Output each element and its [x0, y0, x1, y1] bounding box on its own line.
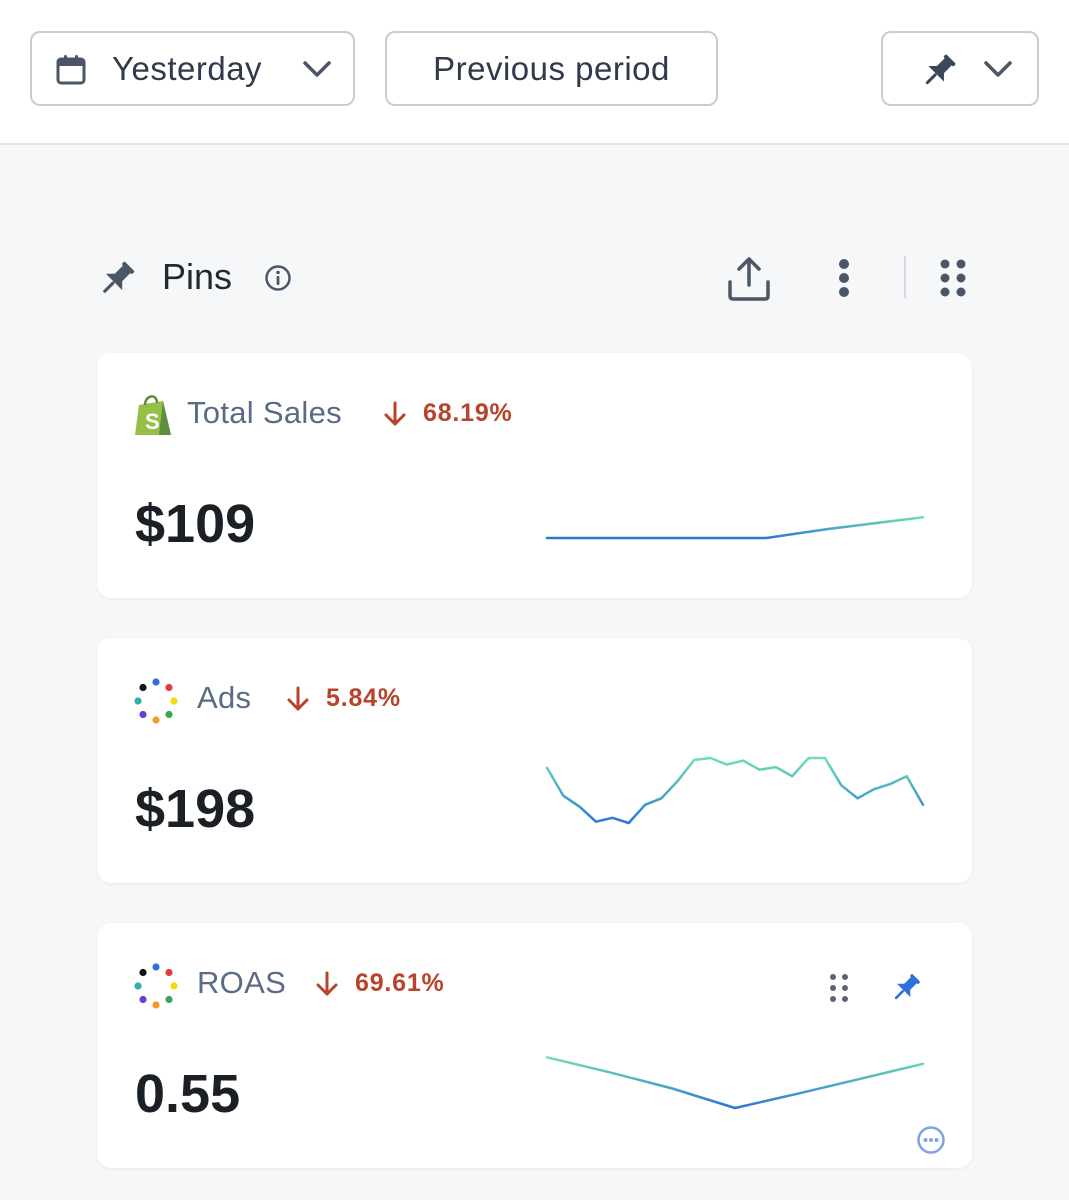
more-options-icon[interactable] [916, 1125, 946, 1155]
metric-name: Ads [197, 680, 252, 715]
multicolor-dots-icon [134, 963, 178, 1009]
trend-indicator: 5.84% [286, 684, 401, 713]
date-range-label: Yesterday [112, 50, 263, 87]
compare-period-button[interactable]: Previous period [385, 31, 718, 106]
sparkline-series [545, 515, 925, 540]
sparkline-chart [545, 515, 925, 540]
multicolor-dots-icon [134, 678, 178, 724]
trend-percent: 68.19% [423, 399, 513, 427]
metric-card-roas[interactable]: ROAS 69.61% 0.55 [97, 923, 972, 1168]
arrow-down-icon [384, 401, 406, 425]
sparkline-series [545, 756, 925, 825]
compare-period-label: Previous period [433, 49, 670, 87]
chevron-down-icon [303, 61, 331, 77]
info-icon[interactable] [264, 264, 292, 292]
share-upload-icon[interactable] [726, 256, 772, 302]
pin-dropdown[interactable] [881, 31, 1039, 106]
top-toolbar: Yesterday Previous period [0, 0, 1069, 145]
svg-text:S: S [145, 409, 160, 434]
more-vertical-icon[interactable] [834, 258, 854, 300]
calendar-icon [56, 55, 86, 85]
arrow-down-icon [287, 686, 309, 710]
metric-card-ads[interactable]: Ads 5.84% $198 [97, 638, 972, 883]
date-range-dropdown[interactable]: Yesterday [30, 31, 355, 106]
trend-percent: 69.61% [355, 969, 445, 997]
trend-percent: 5.84% [326, 684, 401, 712]
toolbar-divider [904, 256, 906, 298]
metric-value: $109 [135, 494, 256, 554]
pin-active-icon[interactable] [889, 971, 923, 1005]
trend-indicator: 69.61% [315, 969, 445, 998]
metric-card-total-sales[interactable]: S Total Sales 68.19% $109 [97, 353, 972, 598]
pins-section-header: Pins [96, 250, 976, 310]
metric-name: Total Sales [187, 395, 342, 430]
shopify-icon: S [135, 395, 171, 435]
drag-handle-icon[interactable] [938, 258, 968, 300]
drag-handle-icon[interactable] [829, 973, 849, 1003]
pin-icon [925, 54, 956, 85]
metric-name: ROAS [197, 965, 287, 1000]
trend-indicator: 68.19% [383, 399, 513, 428]
sparkline-chart [545, 756, 925, 825]
metric-value: $198 [135, 779, 256, 839]
sparkline-series [545, 1056, 925, 1110]
sparkline-chart [545, 1056, 925, 1110]
metric-value: 0.55 [135, 1064, 241, 1124]
pin-icon [103, 261, 135, 293]
chevron-down-icon [984, 61, 1012, 77]
section-title: Pins [162, 256, 233, 297]
arrow-down-icon [316, 971, 338, 995]
